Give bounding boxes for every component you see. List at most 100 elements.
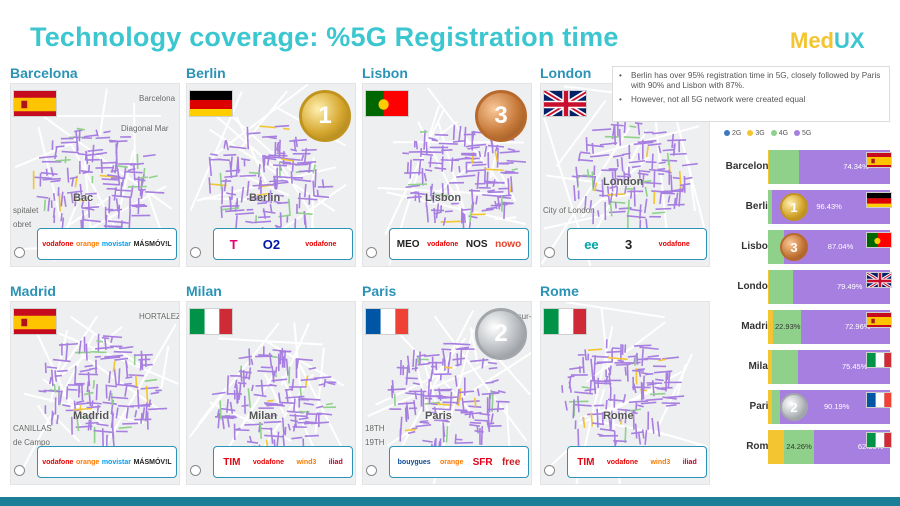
operator-logo: vodafone <box>606 458 638 466</box>
map-label: HORTALEZA <box>139 312 179 321</box>
chart-legend: 2G 3G 4G 5G <box>724 130 811 137</box>
city-map[interactable]: Bac Barcelona spitalet obret Diagonal Mar vod… <box>10 83 180 267</box>
city-name: Paris <box>362 283 397 299</box>
bar-category-label: London <box>737 281 774 292</box>
city-map[interactable]: Lisbon 3 MEO vodafone NOS nowo <box>362 83 532 267</box>
rank-medal-icon: 1 <box>299 90 351 142</box>
operator-logo: wind3 <box>650 458 671 466</box>
flag-de-icon <box>867 193 891 207</box>
operator-logo: ee <box>584 236 599 252</box>
operator-logo: TIM <box>577 456 595 468</box>
city-map[interactable]: ParisNeuilly-sur-Seine18TH19TH2bouygueso… <box>362 301 532 485</box>
rank-medal-icon: 3 <box>780 233 808 261</box>
coverage-map[interactable] <box>187 84 356 267</box>
bar-value-label: 96.43% <box>816 202 842 211</box>
flag-pt-icon <box>366 91 408 116</box>
flag-es-icon <box>867 313 891 327</box>
location-pin-icon[interactable] <box>14 465 25 476</box>
coverage-map[interactable] <box>11 84 180 267</box>
city-map[interactable]: Milan TIM vodafone wind3 iliad <box>186 301 356 485</box>
operator-logo: NOS <box>465 238 488 250</box>
operator-logo: MÁSMÓV!L <box>133 458 172 466</box>
operator-logo: wind3 <box>296 458 317 466</box>
operator-logos: TIM vodafone wind3 iliad <box>567 446 707 478</box>
operator-logo: movistar <box>101 240 132 248</box>
location-pin-icon[interactable] <box>190 465 201 476</box>
bar-row-berlin: Berlin 96.43% 1 <box>706 190 896 224</box>
legend-label: 3G <box>755 130 765 137</box>
bar-category-label: Paris <box>749 401 774 412</box>
rank-medal-icon: 3 <box>475 90 527 142</box>
flag-gb-icon <box>867 273 891 287</box>
bar-segment-4g <box>768 230 784 264</box>
bar-value-label: 74.34% <box>843 162 869 171</box>
bar-category-label: Milan <box>748 361 774 372</box>
map-label: 18TH <box>365 424 385 433</box>
flag-it-icon <box>190 309 232 334</box>
operator-logo: T <box>229 236 238 252</box>
rank-medal-icon: 2 <box>780 393 808 421</box>
city-flag <box>13 90 57 117</box>
operator-logo: orange <box>75 240 100 248</box>
legend-item: 5G <box>794 130 811 137</box>
map-label: Madrid <box>73 410 110 422</box>
bar-flag <box>866 152 892 168</box>
city-name: Milan <box>186 283 222 299</box>
bar-row-madrid: Madrid 22.93% 72.96% <box>706 310 896 344</box>
bar-segment-4g <box>768 270 794 304</box>
bar-segment-3g <box>768 150 769 184</box>
operator-logos: vodafone orange movistar MÁSMÓV!L <box>37 228 177 260</box>
bar-flag <box>866 432 892 448</box>
map-label: Berlin <box>249 192 281 204</box>
location-pin-icon[interactable] <box>544 247 555 258</box>
location-pin-icon[interactable] <box>366 465 377 476</box>
bar-segment-4g <box>772 390 780 424</box>
city-map[interactable]: MadridHORTALEZACANILLASde Campovodafoneo… <box>10 301 180 485</box>
bar-row-paris: Paris 90.19% 2 <box>706 390 896 424</box>
location-pin-icon[interactable] <box>14 247 25 258</box>
legend-swatch <box>747 130 754 137</box>
city-name: Lisbon <box>362 65 408 81</box>
bar-row-lisbon: Lisbon 87.04% 3 <box>706 230 896 264</box>
bar-row-milan: Milan 75.45% <box>706 350 896 384</box>
rank-medal-icon: 2 <box>475 308 527 360</box>
flag-de-icon <box>190 91 232 116</box>
city-flag <box>365 90 409 117</box>
bar-value-label: 87.04% <box>827 242 854 251</box>
flag-fr-icon <box>366 309 408 334</box>
operator-logo: O2 <box>262 236 281 252</box>
flag-gb-icon <box>544 91 586 116</box>
legend-label: 4G <box>778 130 789 137</box>
legend-item: 4G <box>770 130 789 137</box>
operator-logo: orange <box>440 458 464 466</box>
map-label: Milan <box>249 410 278 422</box>
map-label: Paris <box>425 410 452 422</box>
location-pin-icon[interactable] <box>544 465 555 476</box>
city-map[interactable]: Rome TIM vodafone wind3 iliad <box>540 301 710 485</box>
operator-logo: vodafone <box>427 240 459 248</box>
page-title: Technology coverage: %5G Registration ti… <box>30 22 619 52</box>
operator-logo: vodafone <box>42 240 74 248</box>
city-map[interactable]: Berlin 1 T O2 vodafone <box>186 83 356 267</box>
bar-segment-3g <box>768 310 773 344</box>
location-pin-icon[interactable] <box>366 247 377 258</box>
city-name: Barcelona <box>10 65 78 81</box>
city-name: Rome <box>540 283 579 299</box>
coverage-map[interactable] <box>541 302 710 485</box>
map-label: CANILLAS <box>13 424 52 433</box>
operator-logo: vodafone <box>42 458 74 466</box>
bar-category-label: Rome <box>746 441 774 452</box>
operator-logo: MEO <box>396 238 420 250</box>
footer-bar <box>0 497 900 506</box>
operator-logo: vodafone <box>305 240 337 248</box>
bar-value-label: 75.45% <box>841 362 868 371</box>
bar-segment-4g <box>768 150 800 184</box>
bar-value-label: 22.93% <box>775 322 801 331</box>
flag-it-icon <box>544 309 586 334</box>
operator-logos: T O2 vodafone <box>213 228 353 260</box>
rank-medal-icon: 1 <box>780 193 808 221</box>
city-flag <box>543 308 587 335</box>
location-pin-icon[interactable] <box>190 247 201 258</box>
flag-it-icon <box>867 353 891 367</box>
